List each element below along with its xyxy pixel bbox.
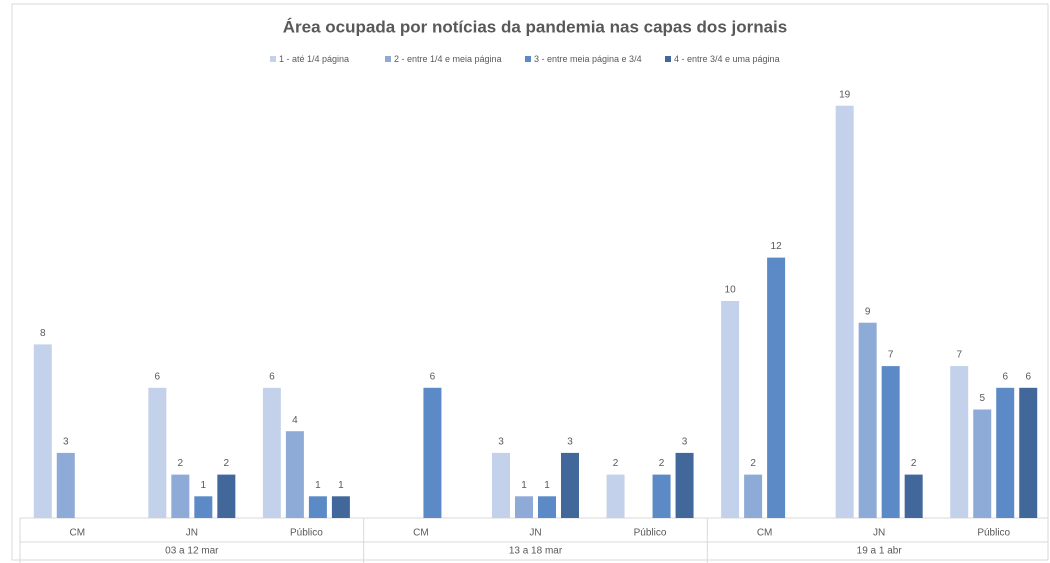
value-label: 19	[839, 89, 851, 100]
bar	[308, 496, 327, 518]
group-label: 13 a 18 mar	[509, 546, 563, 557]
value-label: 6	[1002, 371, 1008, 382]
value-label: 3	[682, 437, 688, 448]
bar	[171, 474, 190, 518]
group-label: 03 a 12 mar	[165, 546, 219, 557]
value-label: 3	[63, 437, 69, 448]
legend-label: 3 - entre meia página e 3/4	[534, 54, 642, 64]
legend-swatch	[385, 56, 391, 62]
bar	[835, 105, 854, 518]
bar	[1019, 387, 1038, 518]
value-label: 2	[613, 458, 619, 469]
bar	[56, 452, 75, 518]
value-label: 12	[771, 241, 783, 252]
x-tick-label: Público	[290, 528, 323, 539]
bar	[561, 452, 579, 518]
x-tick-label: JN	[873, 528, 885, 539]
value-label: 5	[979, 393, 985, 404]
x-tick-label: CM	[757, 528, 773, 539]
bar	[652, 474, 671, 518]
x-tick-label: Público	[977, 528, 1010, 539]
legend-swatch	[525, 56, 531, 62]
bar	[858, 322, 877, 518]
bar	[331, 496, 350, 518]
bar	[973, 409, 992, 518]
value-label: 2	[178, 458, 184, 469]
bar	[950, 366, 969, 518]
bar	[194, 496, 213, 518]
value-label: 6	[1025, 371, 1031, 382]
value-label: 3	[567, 437, 573, 448]
bar	[217, 474, 236, 518]
group-label: 19 a 1 abr	[857, 546, 903, 557]
bar	[767, 257, 786, 518]
value-label: 7	[956, 350, 962, 361]
legend-label: 1 - até 1/4 página	[279, 54, 349, 64]
bar	[33, 344, 52, 518]
bar	[148, 387, 167, 518]
legend-swatch	[270, 56, 276, 62]
x-tick-label: Público	[634, 528, 667, 539]
value-label: 4	[292, 415, 298, 426]
x-tick-label: CM	[413, 528, 429, 539]
value-label: 2	[659, 458, 665, 469]
x-tick-label: CM	[69, 528, 85, 539]
value-label: 6	[430, 371, 436, 382]
value-label: 2	[750, 458, 756, 469]
value-label: 6	[269, 371, 275, 382]
value-label: 1	[338, 480, 344, 491]
bar	[262, 387, 281, 518]
bar	[515, 496, 533, 518]
bar	[606, 474, 625, 518]
bar	[538, 496, 556, 518]
x-tick-label: JN	[529, 528, 541, 539]
legend-swatch	[665, 56, 671, 62]
bar	[881, 366, 900, 518]
chart-border	[11, 3, 1049, 561]
bar	[721, 301, 740, 518]
value-label: 1	[544, 480, 550, 491]
value-label: 1	[201, 480, 207, 491]
bar	[285, 431, 304, 518]
bar	[675, 452, 694, 518]
bar	[996, 387, 1015, 518]
value-label: 1	[315, 480, 321, 491]
value-label: 9	[865, 306, 871, 317]
value-label: 3	[498, 437, 504, 448]
value-label: 10	[725, 285, 737, 296]
chart-title: Área ocupada por notícias da pandemia na…	[283, 17, 788, 36]
value-label: 1	[521, 480, 527, 491]
value-label: 8	[40, 328, 46, 339]
legend-label: 2 - entre 1/4 e meia página	[394, 54, 502, 64]
legend-label: 4 - entre 3/4 e uma página	[674, 54, 780, 64]
value-label: 2	[911, 458, 917, 469]
x-tick-label: JN	[186, 528, 198, 539]
bar	[904, 474, 923, 518]
bar	[492, 452, 510, 518]
bar	[744, 474, 763, 518]
value-label: 7	[888, 350, 894, 361]
value-label: 6	[155, 371, 161, 382]
bar	[423, 387, 442, 518]
value-label: 2	[224, 458, 230, 469]
